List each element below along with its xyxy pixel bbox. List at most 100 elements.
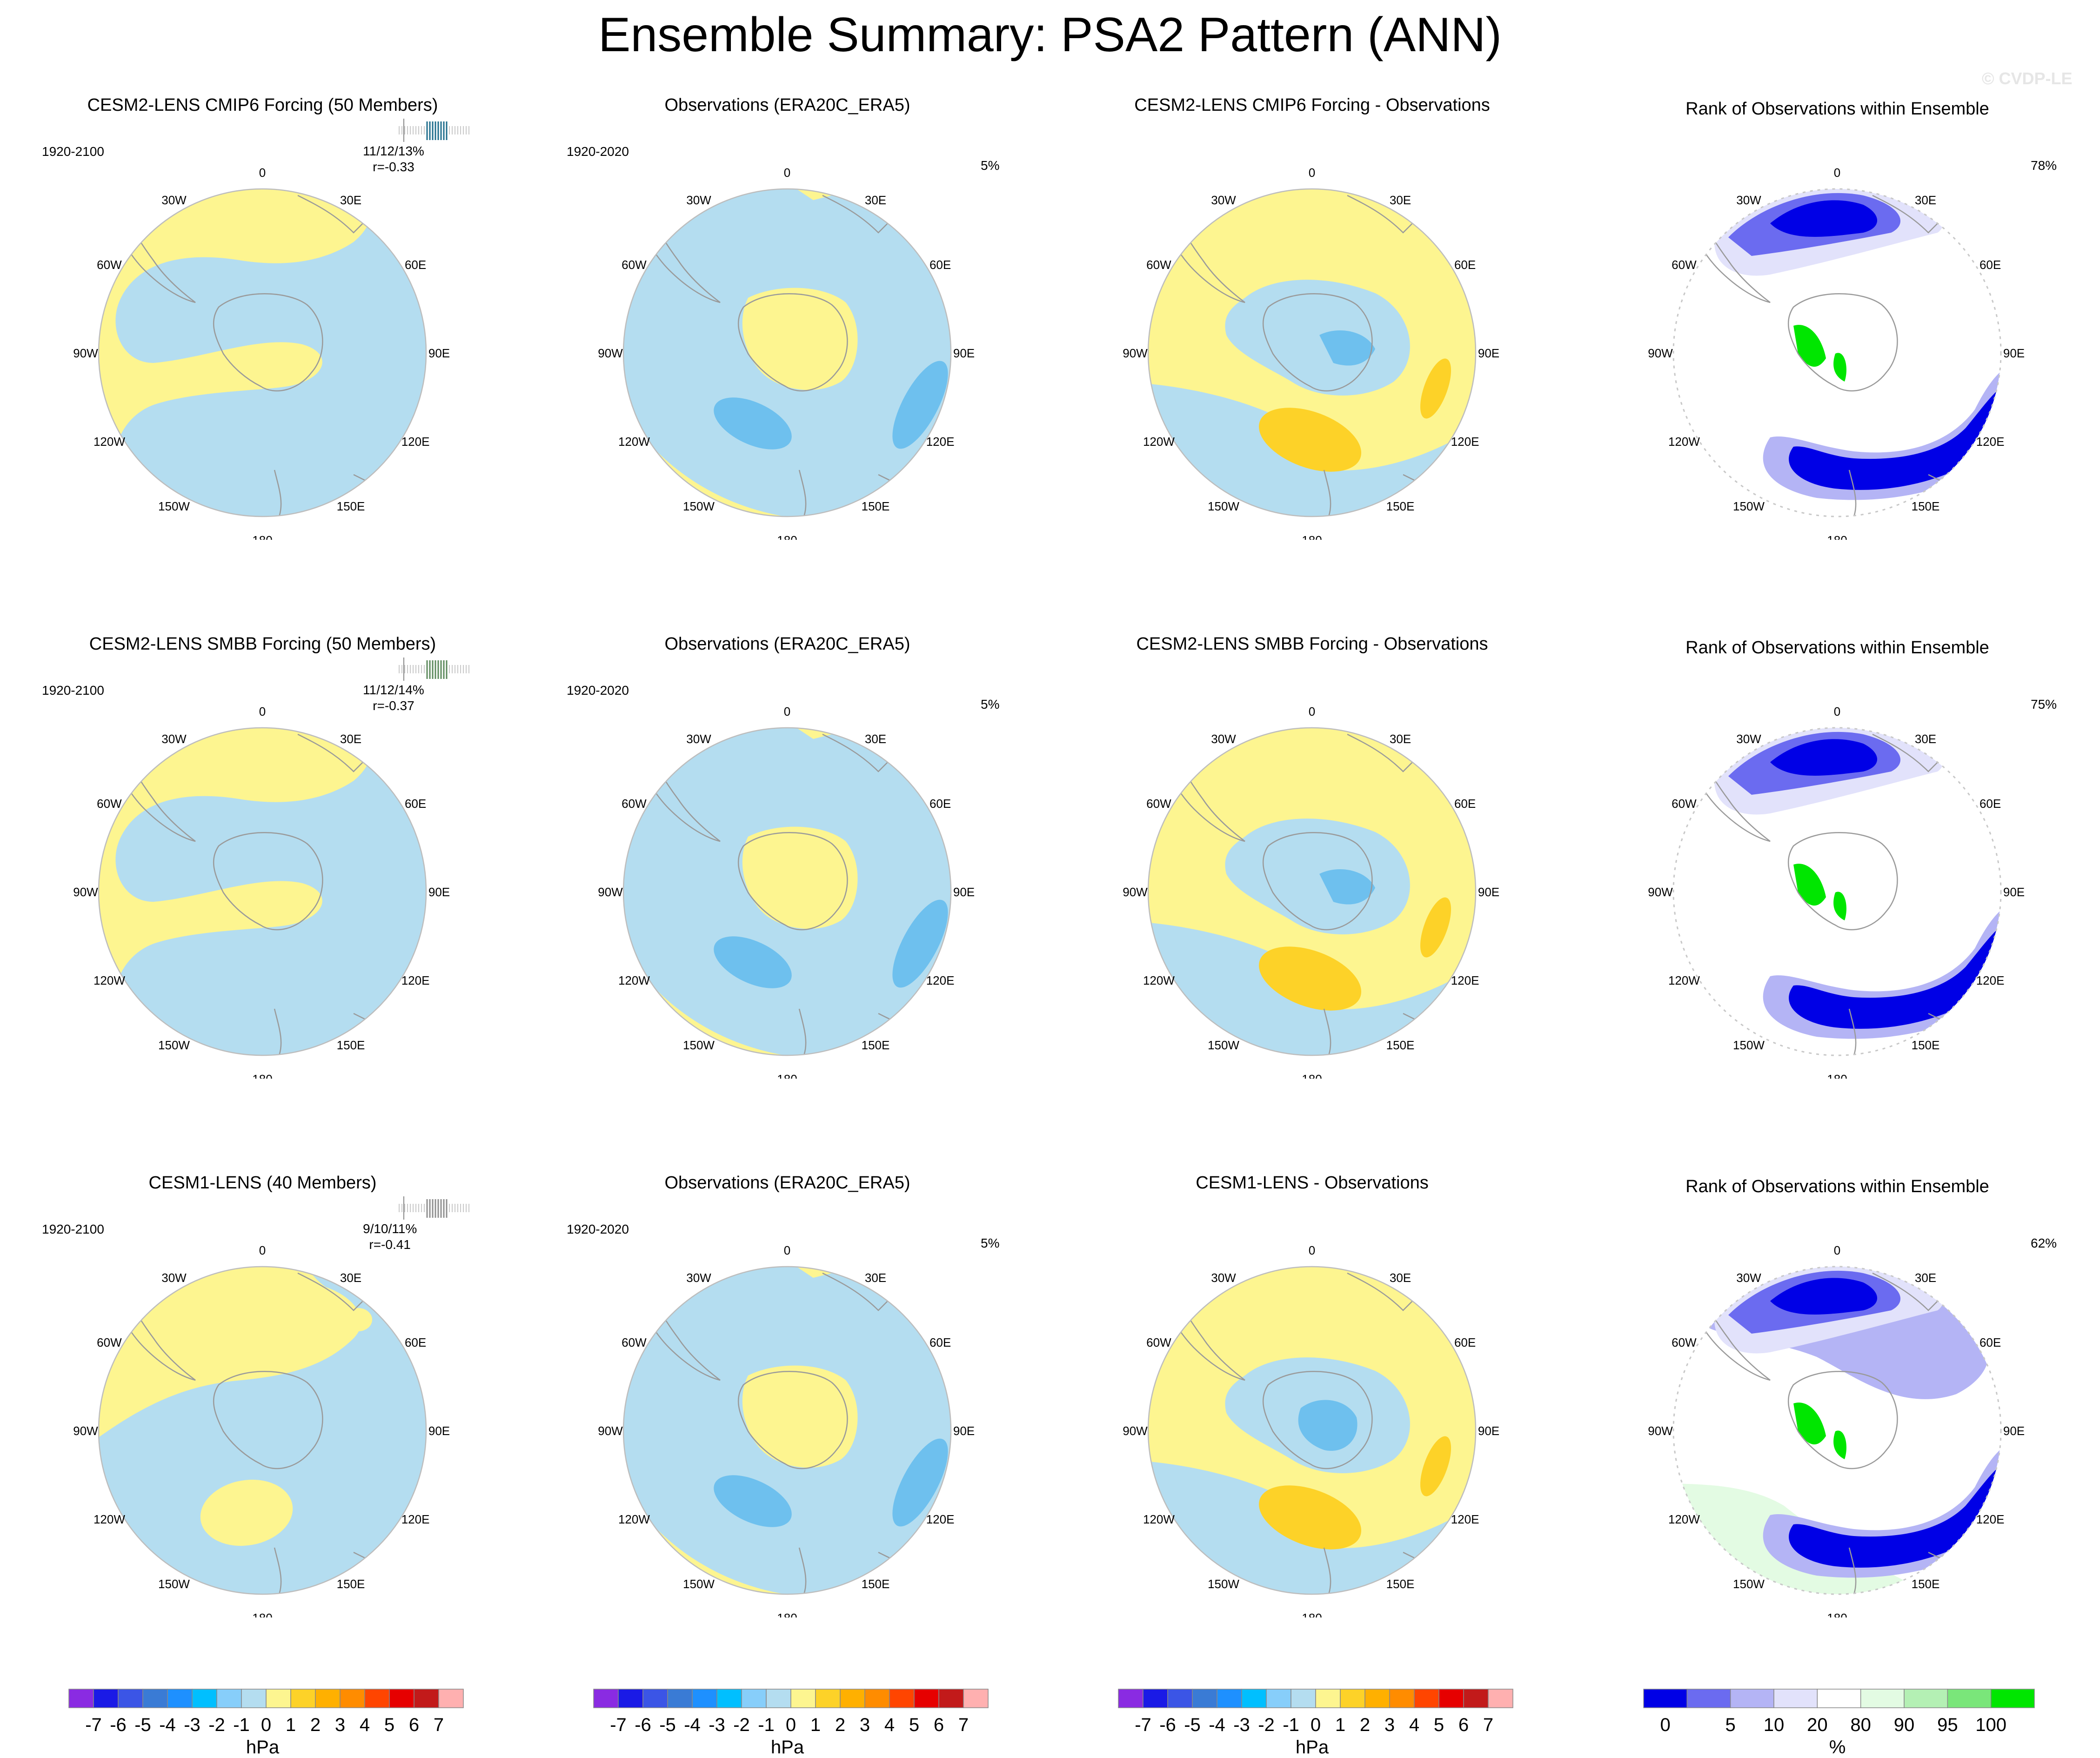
colorbar-tick-label: -7 — [1135, 1715, 1151, 1735]
colorbar-tick-label: -4 — [684, 1715, 701, 1735]
longitude-label: 150W — [683, 499, 715, 513]
stats-percentiles: 11/12/14% — [363, 683, 424, 697]
rank-band — [1770, 1278, 1877, 1315]
longitude-label: 180 — [1827, 533, 1847, 540]
colorbar-tick-label: -6 — [110, 1715, 127, 1735]
antarctica-coastline — [213, 832, 323, 931]
colorbar-tick-label: -2 — [1258, 1715, 1275, 1735]
colorbar-swatch — [618, 1689, 643, 1708]
strong-negative-anomaly — [1319, 330, 1375, 366]
colorbar-tick-label: 4 — [884, 1715, 895, 1735]
obs-panel-title: Observations (ERA20C_ERA5) — [664, 634, 910, 654]
colorbar-swatch — [315, 1689, 341, 1708]
strong-negative-anomaly — [892, 899, 948, 988]
colorbar-swatch — [216, 1689, 242, 1708]
longitude-label: 180 — [1302, 1072, 1322, 1079]
colorbar-swatch — [93, 1689, 119, 1708]
strong-negative-anomaly — [714, 397, 792, 450]
map-boundary — [98, 727, 427, 1056]
longitude-label: 0 — [259, 705, 266, 718]
colorbar-swatch — [840, 1689, 865, 1708]
colorbar-tick-label: 2 — [310, 1715, 321, 1735]
longitude-label: 0 — [784, 166, 790, 180]
colorbar-tick-label: -1 — [758, 1715, 775, 1735]
colorbar-swatch — [1990, 1689, 2035, 1708]
antarctica-coastline — [213, 293, 323, 392]
map-boundary — [1672, 727, 2002, 1056]
longitude-label: 0 — [784, 1243, 790, 1257]
colorbar-swatch — [241, 1689, 267, 1708]
longitude-label: 150W — [1208, 499, 1239, 513]
map-boundary — [1147, 727, 1477, 1056]
longitude-label: 90W — [598, 1424, 623, 1438]
stats-percentiles: 9/10/11% — [363, 1221, 417, 1236]
longitude-label: 90E — [953, 885, 975, 899]
rank-panel: 0 30E 60E 90E 120E 150E 180 150W 120W 90W 60W 30W R… — [1575, 0, 2100, 540]
longitude-label: 60E — [930, 258, 951, 272]
longitude-label: 180 — [777, 1072, 797, 1079]
longitude-label: 60E — [1454, 1335, 1476, 1349]
model-panel: 0 30E 60E 90E 120E 150E 180 150W 120W 90W 60W 30W C… — [0, 539, 525, 1079]
longitude-label: 90W — [1123, 885, 1148, 899]
longitude-label: 150W — [158, 1577, 190, 1591]
longitude-label: 150W — [158, 499, 190, 513]
model-panel-title: CESM1-LENS (40 Members) — [148, 1173, 377, 1193]
longitude-label: 90W — [1648, 346, 1673, 360]
colorbar-graphic: -7 -6 -5 -4 -3 -2 -1 0 1 2 3 4 5 6 7 — [593, 1689, 989, 1735]
rank-panel-title: Rank of Observations within Ensemble — [1685, 99, 1989, 119]
longitude-label: 60E — [405, 258, 426, 272]
pattern-correlation-rug — [399, 119, 469, 142]
longitude-label: 150E — [862, 1577, 890, 1591]
longitude-label: 60W — [622, 1335, 647, 1349]
map-boundary — [98, 1266, 427, 1595]
polar-map: 0 30E 60E 90E 120E 150E 180 150W 120W 90W 60W 30W — [1123, 1243, 1499, 1617]
antarctica-coastline — [213, 1371, 323, 1469]
longitude-label: 120W — [618, 435, 650, 449]
longitude-label: 180 — [777, 533, 797, 540]
colorbar-tick-label: 6 — [1458, 1715, 1469, 1735]
longitude-label: 30W — [1736, 732, 1761, 746]
colorbar-tick-label: 2 — [835, 1715, 845, 1735]
longitude-label: 90E — [2003, 1424, 2025, 1438]
positive-anomaly — [200, 1479, 293, 1546]
colorbar-graphic: -7 -6 -5 -4 -3 -2 -1 0 1 2 3 4 5 6 7 — [1118, 1689, 1513, 1735]
model-panel: 0 30E 60E 90E 120E 150E 180 150W 120W 90W 60W 30W C… — [0, 1078, 525, 1617]
colorbar-swatch — [1143, 1689, 1168, 1708]
longitude-label: 30W — [161, 732, 187, 746]
colorbar-swatch — [741, 1689, 767, 1708]
longitude-label: 150W — [1733, 499, 1765, 513]
pattern-correlation-rug — [399, 658, 469, 681]
longitude-label: 90E — [1478, 885, 1499, 899]
colorbar-tick-label: 2 — [1360, 1715, 1370, 1735]
strong-negative-anomaly — [1298, 1400, 1358, 1451]
negative-anomaly — [1352, 189, 1408, 195]
map-boundary — [622, 188, 952, 517]
rank-pct: 78% — [2031, 158, 2057, 173]
colorbar-swatch — [1414, 1689, 1439, 1708]
negative-anomaly — [1352, 1267, 1408, 1273]
colorbar-tick-label: 1 — [1335, 1715, 1345, 1735]
longitude-label: 120E — [401, 973, 430, 987]
colorbar-swatch — [963, 1689, 989, 1708]
rank-band — [1770, 200, 1877, 237]
longitude-label: 90W — [73, 885, 98, 899]
longitude-label: 30E — [340, 732, 361, 746]
longitude-label: 0 — [1309, 705, 1315, 718]
colorbar-tick-label: 7 — [958, 1715, 969, 1735]
negative-anomaly — [242, 818, 307, 855]
longitude-label: 120W — [1143, 973, 1175, 987]
stats-percentiles: 11/12/13% — [363, 144, 424, 158]
longitude-label: 150W — [1733, 1577, 1765, 1591]
antarctica-coastline — [1262, 293, 1373, 392]
longitude-label: 180 — [1302, 533, 1322, 540]
antarctica-coastline — [737, 293, 848, 392]
negative-anomaly — [1225, 280, 1410, 396]
positive-anomaly — [742, 826, 858, 929]
strong-negative-anomaly — [892, 361, 948, 449]
colorbar-swatch — [1266, 1689, 1291, 1708]
period-label: 1920-2100 — [42, 1222, 104, 1236]
strong-negative-anomaly — [1319, 869, 1375, 905]
longitude-label: 60E — [930, 1335, 951, 1349]
colorbar-swatch — [1340, 1689, 1365, 1708]
pattern-stats: 9/10/11% r=-0.41 — [363, 1221, 417, 1253]
